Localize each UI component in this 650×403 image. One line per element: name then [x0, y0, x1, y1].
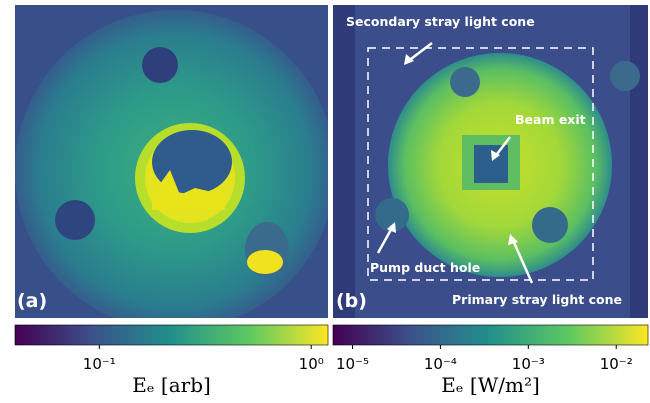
- annotation: Primary stray light cone: [452, 292, 622, 307]
- tick-label: 10⁻²: [600, 355, 633, 373]
- annotation: Beam exit: [515, 112, 586, 127]
- tick-label: 10⁰: [299, 355, 324, 373]
- colorbar-label: Eₑ [W/m²]: [441, 373, 540, 397]
- figure: (a) (b) Secondary stray light cone Beam …: [0, 0, 650, 403]
- tick-label: 10⁻³: [512, 355, 545, 373]
- image-a: [15, 5, 335, 330]
- panel-label: (b): [336, 290, 367, 312]
- panel-label: (a): [17, 290, 47, 312]
- colorbar: [15, 325, 328, 345]
- tick-label: 10⁻⁴: [424, 355, 457, 373]
- tick-label: 10⁻¹: [83, 355, 116, 373]
- tick-label: 10⁻⁵: [336, 355, 369, 373]
- annotation: Secondary stray light cone: [346, 14, 535, 29]
- colorbar: [333, 325, 648, 345]
- colorbar-label: Eₑ [arb]: [132, 373, 211, 397]
- annotation: Pump duct hole: [370, 260, 480, 275]
